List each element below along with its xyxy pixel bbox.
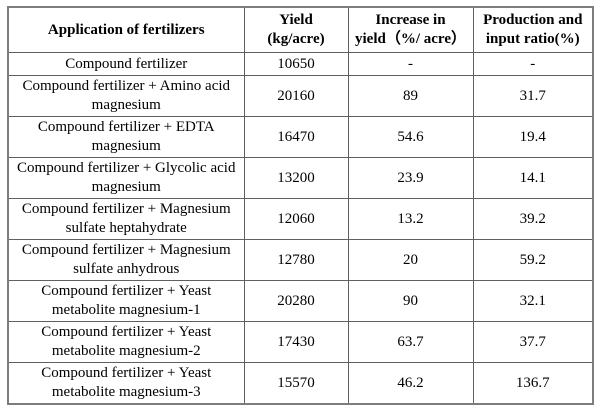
table-row: Compound fertilizer + Yeast metabolite m… bbox=[7, 280, 594, 322]
cell-yield: 15570 bbox=[243, 362, 349, 405]
cell-increase: - bbox=[347, 52, 474, 76]
header-increase-in-yield: Increase in yield（%/ acre） bbox=[347, 6, 474, 53]
cell-ratio: 59.2 bbox=[472, 239, 594, 281]
table-row: Compound fertilizer + Magnesium sulfate … bbox=[7, 198, 594, 240]
cell-yield: 20280 bbox=[243, 280, 349, 322]
table-row: Compound fertilizer + EDTA magnesium 164… bbox=[7, 116, 594, 158]
cell-application: Compound fertilizer + Amino acid magnesi… bbox=[7, 75, 245, 117]
cell-ratio: 39.2 bbox=[472, 198, 594, 240]
table-header: Application of fertilizers Yield (kg/acr… bbox=[7, 6, 594, 53]
table-body: Compound fertilizer 10650 - - Compound f… bbox=[7, 52, 594, 405]
cell-application: Compound fertilizer bbox=[7, 52, 245, 76]
cell-increase: 20 bbox=[347, 239, 474, 281]
header-production-input-ratio: Production and input ratio(%) bbox=[472, 6, 594, 53]
cell-increase: 63.7 bbox=[347, 321, 474, 363]
table-row: Compound fertilizer + Yeast metabolite m… bbox=[7, 362, 594, 405]
header-label-line2: (kg/acre) bbox=[267, 31, 325, 47]
cell-application: Compound fertilizer + Magnesium sulfate … bbox=[7, 198, 245, 240]
header-label-line2: input ratio(%) bbox=[485, 31, 580, 47]
cell-increase: 89 bbox=[347, 75, 474, 117]
header-application-of-fertilizers: Application of fertilizers bbox=[7, 6, 245, 53]
cell-ratio: 14.1 bbox=[472, 157, 594, 199]
table-row: Compound fertilizer + Yeast metabolite m… bbox=[7, 321, 594, 363]
cell-yield: 17430 bbox=[243, 321, 349, 363]
cell-ratio: - bbox=[472, 52, 594, 76]
header-yield: Yield (kg/acre) bbox=[243, 6, 349, 53]
cell-increase: 46.2 bbox=[347, 362, 474, 405]
cell-yield: 16470 bbox=[243, 116, 349, 158]
cell-application: Compound fertilizer + Glycolic acid magn… bbox=[7, 157, 245, 199]
header-label-line1: Increase in bbox=[375, 12, 446, 29]
table-row: Compound fertilizer + Amino acid magnesi… bbox=[7, 75, 594, 117]
cell-ratio: 37.7 bbox=[472, 321, 594, 363]
header-label-line2: yield（%/ acre） bbox=[355, 31, 466, 47]
cell-application: Compound fertilizer + Magnesium sulfate … bbox=[7, 239, 245, 281]
cell-increase: 23.9 bbox=[347, 157, 474, 199]
cell-application: Compound fertilizer + Yeast metabolite m… bbox=[7, 321, 245, 363]
cell-yield: 20160 bbox=[243, 75, 349, 117]
cell-application: Compound fertilizer + Yeast metabolite m… bbox=[7, 362, 245, 405]
header-row: Application of fertilizers Yield (kg/acr… bbox=[7, 6, 594, 53]
cell-ratio: 136.7 bbox=[472, 362, 594, 405]
fertilizer-results-table: Application of fertilizers Yield (kg/acr… bbox=[7, 6, 594, 405]
cell-ratio: 32.1 bbox=[472, 280, 594, 322]
cell-yield: 10650 bbox=[243, 52, 349, 76]
cell-yield: 13200 bbox=[243, 157, 349, 199]
cell-ratio: 19.4 bbox=[472, 116, 594, 158]
cell-yield: 12780 bbox=[243, 239, 349, 281]
cell-application: Compound fertilizer + Yeast metabolite m… bbox=[7, 280, 245, 322]
cell-increase: 13.2 bbox=[347, 198, 474, 240]
table-row: Compound fertilizer + Glycolic acid magn… bbox=[7, 157, 594, 199]
cell-increase: 54.6 bbox=[347, 116, 474, 158]
table-row: Compound fertilizer 10650 - - bbox=[7, 52, 594, 76]
cell-yield: 12060 bbox=[243, 198, 349, 240]
header-label-line1: Yield bbox=[279, 12, 313, 29]
table-row: Compound fertilizer + Magnesium sulfate … bbox=[7, 239, 594, 281]
cell-application: Compound fertilizer + EDTA magnesium bbox=[7, 116, 245, 158]
fertilizer-results-table-wrapper: Application of fertilizers Yield (kg/acr… bbox=[7, 6, 594, 405]
cell-ratio: 31.7 bbox=[472, 75, 594, 117]
cell-increase: 90 bbox=[347, 280, 474, 322]
header-label-line1: Production and bbox=[483, 12, 583, 29]
header-label: Application of fertilizers bbox=[47, 21, 205, 38]
